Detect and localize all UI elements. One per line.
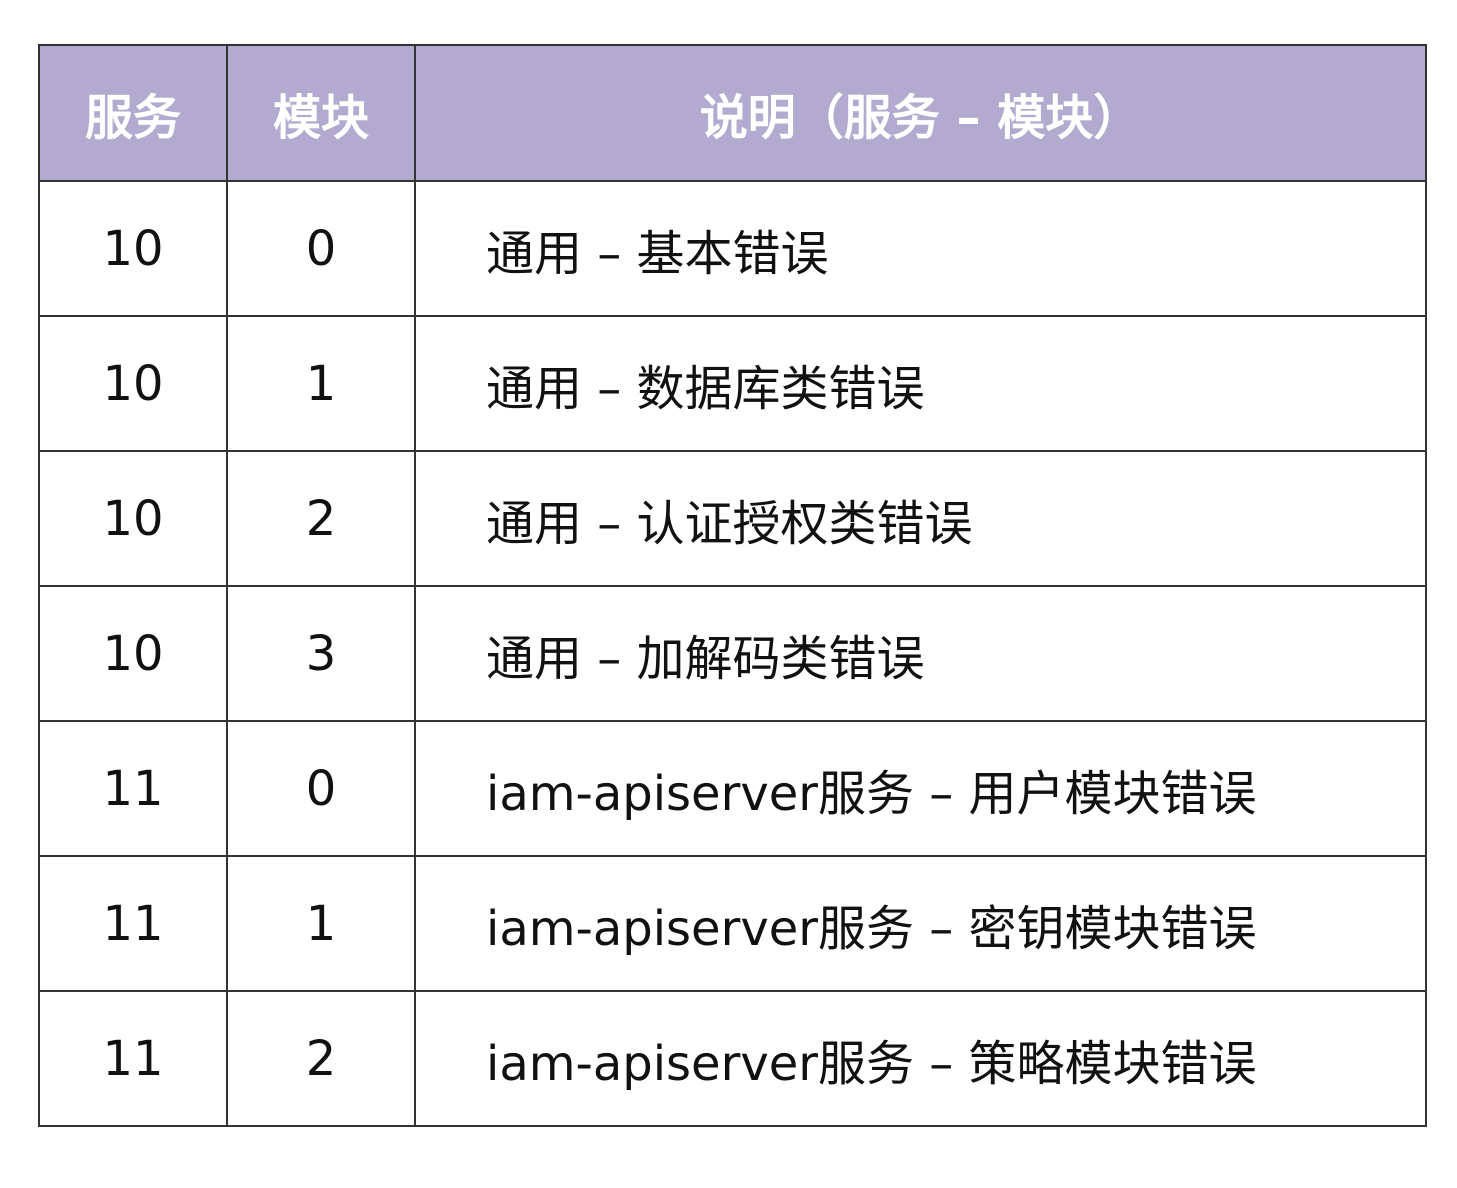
table-body: 10 0 通用 – 基本错误 10 1 通用 – 数据库类错误 10 2 通用 – 认证授权类错…	[38, 180, 1427, 1127]
header-service: 服务	[38, 44, 228, 182]
module-cell: 2	[226, 990, 416, 1127]
header-row: 服务 模块 说明（服务 – 模块）	[38, 44, 1427, 182]
description-cell: 通用 – 数据库类错误	[414, 315, 1427, 452]
module-cell: 0	[226, 720, 416, 857]
module-cell: 1	[226, 855, 416, 992]
service-cell: 11	[38, 720, 228, 857]
table-row: 10 0 通用 – 基本错误	[38, 180, 1427, 317]
description-cell: iam-apiserver服务 – 用户模块错误	[414, 720, 1427, 857]
header-description: 说明（服务 – 模块）	[414, 44, 1427, 182]
table-row: 10 2 通用 – 认证授权类错误	[38, 450, 1427, 587]
header-module: 模块	[226, 44, 416, 182]
description-cell: 通用 – 基本错误	[414, 180, 1427, 317]
service-cell: 10	[38, 315, 228, 452]
table-row: 11 1 iam-apiserver服务 – 密钥模块错误	[38, 855, 1427, 992]
table-row: 11 0 iam-apiserver服务 – 用户模块错误	[38, 720, 1427, 857]
description-cell: iam-apiserver服务 – 策略模块错误	[414, 990, 1427, 1127]
description-cell: iam-apiserver服务 – 密钥模块错误	[414, 855, 1427, 992]
module-cell: 1	[226, 315, 416, 452]
module-cell: 3	[226, 585, 416, 722]
service-cell: 11	[38, 990, 228, 1127]
service-cell: 10	[38, 450, 228, 587]
error-code-table: 服务 模块 说明（服务 – 模块） 10 0 通用 – 基本错误 10 1 通用 – 数据…	[38, 44, 1427, 1127]
table-row: 10 1 通用 – 数据库类错误	[38, 315, 1427, 452]
table-row: 11 2 iam-apiserver服务 – 策略模块错误	[38, 990, 1427, 1127]
service-cell: 10	[38, 180, 228, 317]
description-cell: 通用 – 认证授权类错误	[414, 450, 1427, 587]
description-cell: 通用 – 加解码类错误	[414, 585, 1427, 722]
module-cell: 0	[226, 180, 416, 317]
table-row: 10 3 通用 – 加解码类错误	[38, 585, 1427, 722]
module-cell: 2	[226, 450, 416, 587]
service-cell: 11	[38, 855, 228, 992]
service-cell: 10	[38, 585, 228, 722]
